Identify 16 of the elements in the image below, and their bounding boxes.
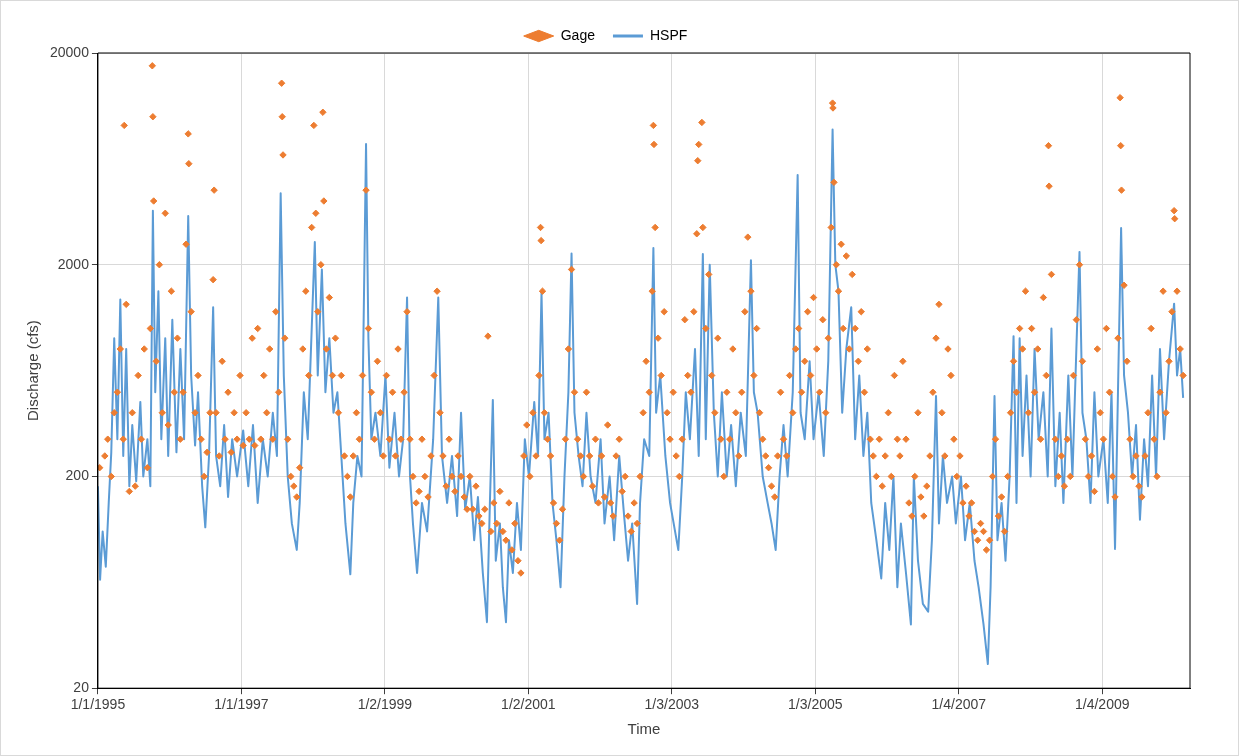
y-tick-label: 200 <box>65 467 90 484</box>
x-tick-label: 1/4/2007 <box>931 696 987 713</box>
x-tick-label: 1/1/1997 <box>214 696 269 713</box>
x-tick-label: 1/2/1999 <box>357 696 413 713</box>
legend-label: Gage <box>560 26 596 43</box>
x-tick-label: 1/2/2001 <box>501 696 556 713</box>
y-tick-label: 20 <box>73 679 90 696</box>
y-axis-title: Discharge (cfs) <box>24 320 42 422</box>
y-tick-label: 2000 <box>57 255 90 272</box>
x-axis-title: Time <box>627 720 661 738</box>
x-tick-label: 1/4/2009 <box>1075 696 1130 713</box>
x-tick-label: 1/3/2003 <box>644 696 700 713</box>
x-tick-label: 1/3/2005 <box>788 696 843 713</box>
legend-label: HSPF <box>649 26 688 43</box>
x-tick-label: 1/1/1995 <box>70 696 126 713</box>
y-tick-label: 20000 <box>49 43 90 60</box>
